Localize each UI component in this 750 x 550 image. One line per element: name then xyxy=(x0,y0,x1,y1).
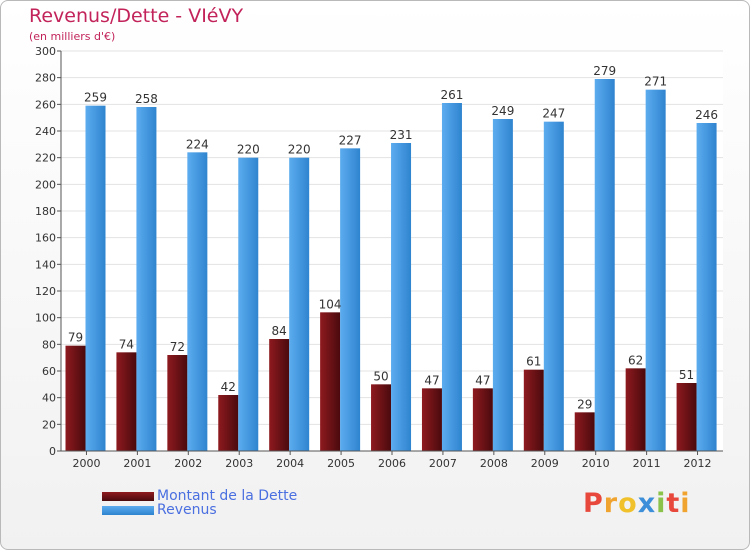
legend-item-revenue: Revenus xyxy=(102,502,217,518)
y-tick-label: 20 xyxy=(42,418,56,431)
logo-letter: r xyxy=(603,488,619,519)
legend-item-debt: Montant de la Dette xyxy=(102,488,297,504)
x-tick-label: 2006 xyxy=(378,457,406,470)
revenue-bar xyxy=(289,157,310,451)
debt-bar xyxy=(116,352,137,451)
revenue-bar xyxy=(340,148,361,452)
debt-value-label: 61 xyxy=(526,355,541,369)
x-tick-label: 2000 xyxy=(72,457,100,470)
y-tick-label: 0 xyxy=(49,445,56,458)
x-tick-label: 2009 xyxy=(531,457,559,470)
revenue-bar xyxy=(543,121,564,452)
debt-value-label: 47 xyxy=(424,373,439,387)
revenue-bar xyxy=(492,119,513,451)
logo-letter: x xyxy=(637,488,657,519)
revenue-bar xyxy=(187,152,208,452)
debt-bar xyxy=(676,383,697,451)
y-tick-label: 260 xyxy=(35,98,56,111)
logo-letter: t xyxy=(666,488,681,519)
y-tick-label: 40 xyxy=(42,392,56,405)
debt-bar xyxy=(65,345,86,451)
revenue-value-label: 231 xyxy=(390,128,413,142)
y-tick-label: 180 xyxy=(35,205,56,218)
chart-subtitle: (en milliers d'€) xyxy=(29,30,116,43)
debt-value-label: 84 xyxy=(272,324,287,338)
x-tick-label: 2004 xyxy=(276,457,304,470)
y-tick-label: 220 xyxy=(35,152,56,165)
legend-swatch-revenue xyxy=(102,505,154,515)
debt-bar xyxy=(371,384,392,451)
debt-value-label: 47 xyxy=(475,373,490,387)
revenue-value-label: 258 xyxy=(135,92,158,106)
x-tick-label: 2012 xyxy=(684,457,712,470)
x-tick-label: 2005 xyxy=(327,457,355,470)
legend-label-revenue: Revenus xyxy=(157,502,217,518)
y-tick-label: 160 xyxy=(35,232,56,245)
revenue-bar xyxy=(696,123,717,451)
revenue-value-label: 220 xyxy=(288,143,311,157)
debt-bar xyxy=(269,339,290,451)
logo-letter: i xyxy=(680,488,691,519)
revenue-value-label: 279 xyxy=(593,64,616,78)
debt-bar xyxy=(472,388,493,451)
revenue-value-label: 249 xyxy=(491,104,514,118)
y-tick-label: 280 xyxy=(35,72,56,85)
chart-title: Revenus/Dette - VIéVY xyxy=(29,5,244,27)
debt-bar xyxy=(574,412,595,451)
y-tick-label: 200 xyxy=(35,178,56,191)
y-tick-label: 60 xyxy=(42,365,56,378)
revenue-value-label: 247 xyxy=(542,107,565,121)
debt-value-label: 62 xyxy=(628,353,643,367)
revenue-value-label: 227 xyxy=(339,133,362,147)
revenue-value-label: 261 xyxy=(441,88,464,102)
y-tick-label: 120 xyxy=(35,285,56,298)
revenue-bar xyxy=(238,157,259,451)
revenue-bar xyxy=(136,107,157,451)
x-tick-label: 2010 xyxy=(582,457,610,470)
revenue-value-label: 224 xyxy=(186,137,209,151)
logo-letter: P xyxy=(583,488,604,519)
legend-label-debt: Montant de la Dette xyxy=(157,488,298,504)
logo-letter: i xyxy=(656,488,667,519)
y-tick-label: 100 xyxy=(35,312,56,325)
x-tick-label: 2011 xyxy=(633,457,661,470)
x-tick-label: 2001 xyxy=(123,457,151,470)
revenue-value-label: 246 xyxy=(695,108,718,122)
revenue-value-label: 220 xyxy=(237,143,260,157)
debt-bar xyxy=(523,369,544,451)
y-tick-label: 80 xyxy=(42,338,56,351)
revenue-value-label: 259 xyxy=(84,91,107,105)
revenue-bar xyxy=(391,143,412,451)
debt-value-label: 104 xyxy=(319,297,342,311)
debt-value-label: 42 xyxy=(221,380,236,394)
y-tick-label: 240 xyxy=(35,125,56,138)
revenue-bar xyxy=(441,103,462,451)
debt-bar xyxy=(167,355,188,451)
debt-bar xyxy=(218,395,239,451)
debt-value-label: 50 xyxy=(373,369,388,383)
debt-value-label: 74 xyxy=(119,337,134,351)
debt-value-label: 51 xyxy=(679,368,694,382)
revenue-bar xyxy=(85,105,106,452)
proxiti-logo: Proxiti xyxy=(583,488,691,519)
legend-swatch-debt xyxy=(102,491,154,501)
y-tick-label: 140 xyxy=(35,258,56,271)
revenue-value-label: 271 xyxy=(644,75,667,89)
debt-bar xyxy=(320,312,341,451)
revenue-bar xyxy=(645,89,666,452)
x-tick-label: 2008 xyxy=(480,457,508,470)
debt-value-label: 79 xyxy=(68,331,83,345)
revenue-bar xyxy=(594,79,615,451)
x-tick-label: 2003 xyxy=(225,457,253,470)
logo-letter: o xyxy=(618,488,638,519)
debt-bar xyxy=(421,388,442,451)
x-tick-label: 2007 xyxy=(429,457,457,470)
debt-value-label: 72 xyxy=(170,340,185,354)
debt-bar xyxy=(625,368,646,451)
y-tick-label: 300 xyxy=(35,45,56,58)
x-tick-label: 2002 xyxy=(174,457,202,470)
debt-value-label: 29 xyxy=(577,397,592,411)
